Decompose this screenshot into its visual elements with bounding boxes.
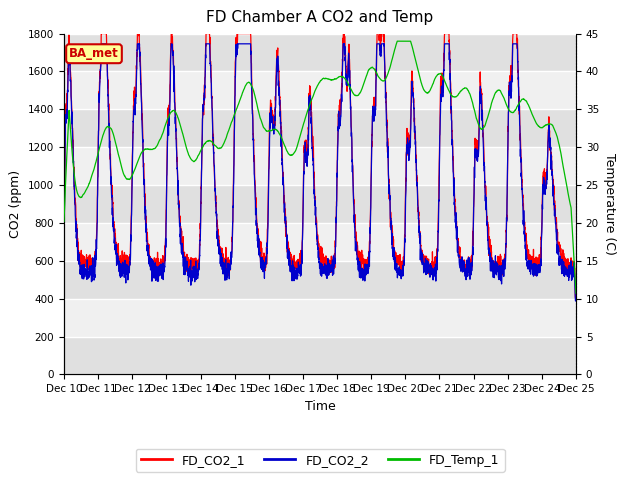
Bar (64, 223, 576, 261)
Bar (64, 109, 576, 147)
Text: BA_met: BA_met (69, 47, 119, 60)
Bar (64, 185, 576, 223)
Bar (64, 34, 576, 72)
Text: FD Chamber A CO2 and Temp: FD Chamber A CO2 and Temp (206, 10, 434, 24)
Bar (64, 336, 576, 374)
Bar (64, 147, 576, 185)
Legend: FD_CO2_1, FD_CO2_2, FD_Temp_1: FD_CO2_1, FD_CO2_2, FD_Temp_1 (136, 449, 504, 472)
X-axis label: Time: Time (305, 400, 335, 413)
Y-axis label: Temperature (C): Temperature (C) (603, 153, 616, 255)
Bar (64, 72, 576, 109)
Bar (64, 299, 576, 336)
Bar (64, 261, 576, 299)
Y-axis label: CO2 (ppm): CO2 (ppm) (10, 170, 22, 238)
